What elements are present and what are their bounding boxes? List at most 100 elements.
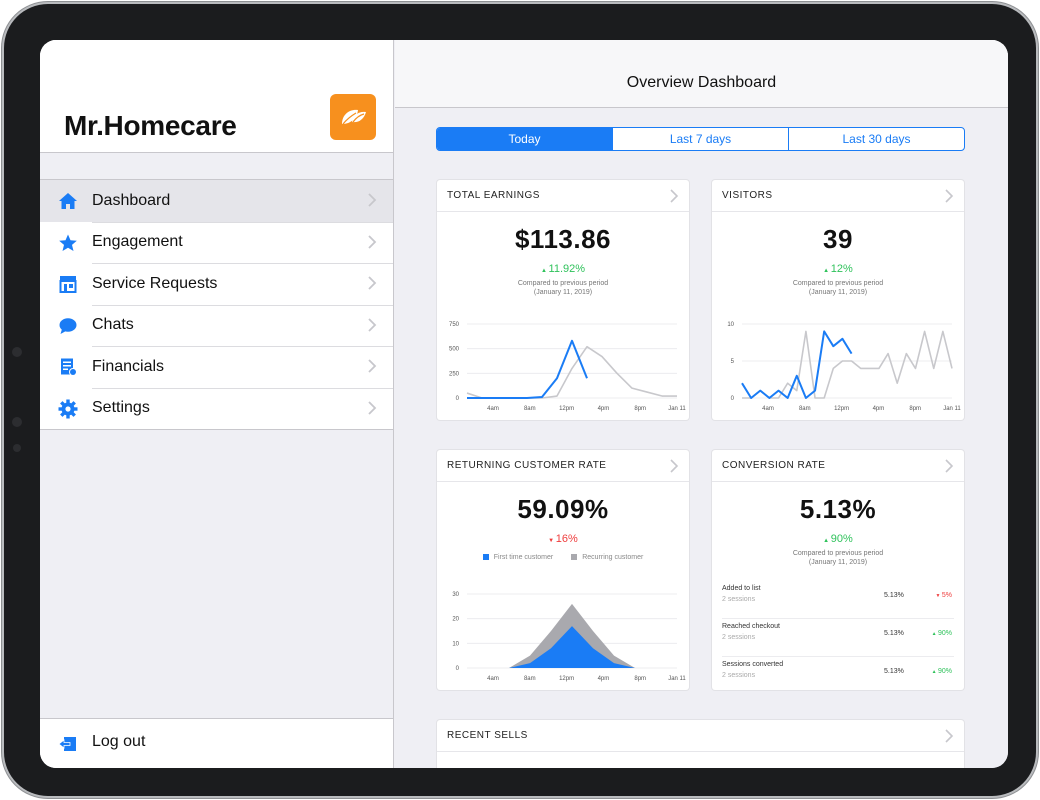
x-tick-label: 12pm <box>834 406 849 412</box>
main-content: Overview Dashboard Today Last 7 days Las… <box>395 40 1008 768</box>
x-tick-label: 4am <box>762 406 774 412</box>
row-sessions: 2 sessions <box>722 596 756 603</box>
card-title: TOTAL EARNINGS <box>447 190 540 201</box>
row-value: 5.13% <box>884 668 904 675</box>
row-delta: ▲ 90% <box>931 668 952 675</box>
sidebar-item-service-requests[interactable]: Service Requests <box>40 263 393 305</box>
chevron-right-icon[interactable] <box>944 189 954 203</box>
legend-first-time: First time customer <box>482 554 554 561</box>
card-title: RETURNING CUSTOMER RATE <box>447 460 607 471</box>
series-line <box>467 339 588 399</box>
x-tick-label: 4pm <box>598 676 610 682</box>
tablet-frame: Mr.Homecare Dashboard <box>4 4 1036 796</box>
leaf-logo-icon <box>330 94 376 140</box>
legend-label: First time customer <box>493 554 554 561</box>
comparison-note: Compared to previous period (January 11, … <box>712 549 964 567</box>
chat-bubble-icon <box>59 317 77 334</box>
chevron-right-icon <box>368 276 377 290</box>
sidebar-item-dashboard[interactable]: Dashboard <box>40 180 393 222</box>
y-tick-label: 5 <box>731 359 735 365</box>
logout-button[interactable]: Log out <box>40 718 393 768</box>
sidebar-item-chats[interactable]: Chats <box>40 304 393 347</box>
x-tick-label: 4pm <box>598 406 610 412</box>
conversion-row: Sessions converted 2 sessions 5.13% ▲ 90… <box>722 657 954 695</box>
page-title: Overview Dashboard <box>626 74 777 91</box>
x-tick-label: 8pm <box>909 406 921 412</box>
x-tick-label: 8am <box>524 676 536 682</box>
row-sessions: 2 sessions <box>722 634 756 641</box>
comparison-note-date: (January 11, 2019) <box>533 289 593 296</box>
x-tick-label: 4pm <box>873 406 885 412</box>
sidebar-item-label: Financials <box>92 357 165 375</box>
sidebar-item-label: Engagement <box>92 233 183 251</box>
sidebar-item-settings[interactable]: Settings <box>40 387 393 430</box>
row-name: Reached checkout <box>722 623 780 630</box>
comparison-note-line: Compared to previous period <box>792 550 884 557</box>
y-tick-label: 500 <box>449 347 460 353</box>
sidebar-item-label: Chats <box>92 316 134 334</box>
x-tick-label: 12pm <box>559 676 574 682</box>
x-tick-label: Jan 11 <box>668 406 686 412</box>
visitors-card[interactable]: VISITORS 39 ▲ 12% Compared to previous p… <box>712 180 964 420</box>
tab-last-30-days[interactable]: Last 30 days <box>788 128 964 150</box>
row-delta: ▲ 90% <box>931 630 952 637</box>
card-header: VISITORS <box>712 180 964 212</box>
y-tick-label: 0 <box>456 396 460 402</box>
series-line <box>742 330 953 399</box>
total-earnings-card[interactable]: TOTAL EARNINGS $113.86 ▲ 11.92% Compared… <box>437 180 689 420</box>
comparison-note-date: (January 11, 2019) <box>808 289 868 296</box>
chevron-right-icon[interactable] <box>944 729 954 743</box>
sidebar-item-label: Dashboard <box>92 191 171 209</box>
storefront-icon <box>59 276 77 293</box>
tab-last-7-days[interactable]: Last 7 days <box>612 128 788 150</box>
y-tick-label: 20 <box>452 617 459 623</box>
sidebar-item-label: Settings <box>92 399 150 417</box>
chevron-right-icon <box>368 400 377 415</box>
logout-label: Log out <box>92 733 146 750</box>
series-line <box>741 330 853 399</box>
row-delta-value: 90% <box>937 630 952 637</box>
conversion-value: 5.13% <box>799 494 877 524</box>
chevron-right-icon[interactable] <box>944 459 954 473</box>
row-delta: ▼ 5% <box>935 592 952 599</box>
returning-customer-card[interactable]: RETURNING CUSTOMER RATE 59.09% ▼ 16% Fir… <box>437 450 689 690</box>
conversion-delta: ▲ 90% <box>823 533 853 545</box>
card-title: RECENT SELLS <box>447 730 528 741</box>
y-tick-label: 250 <box>449 371 460 377</box>
conversion-rate-card[interactable]: CONVERSION RATE 5.13% ▲ 90% Compared to … <box>712 450 964 690</box>
earnings-value: $113.86 <box>514 224 612 254</box>
sidebar: Mr.Homecare Dashboard <box>40 40 394 768</box>
y-tick-label: 10 <box>452 641 459 647</box>
card-header: RETURNING CUSTOMER RATE <box>437 450 689 482</box>
earnings-line-chart: 0 250 500 750 4am 8am 12pm 4pm 8pm Jan 11 <box>449 322 686 412</box>
sidebar-item-engagement[interactable]: Engagement <box>40 221 393 264</box>
row-value: 5.13% <box>884 630 904 637</box>
sidebar-header: Mr.Homecare <box>40 40 393 153</box>
earnings-delta: ▲ 11.92% <box>540 263 586 275</box>
visitors-delta: ▲ 12% <box>823 263 853 275</box>
row-value: 5.13% <box>884 592 904 599</box>
comparison-note-line: Compared to previous period <box>517 280 609 287</box>
chevron-right-icon[interactable] <box>669 459 679 473</box>
legend-recurring: Recurring customer <box>571 554 643 561</box>
x-tick-label: 12pm <box>559 406 574 412</box>
visitors-line-chart: 0 5 10 4am 8am 12pm 4pm 8pm Jan 11 <box>727 322 961 412</box>
sidebar-item-financials[interactable]: Financials <box>40 346 393 388</box>
x-tick-label: Jan 11 <box>668 676 686 682</box>
comparison-note: Compared to previous period (January 11, … <box>437 279 689 297</box>
sidebar-item-label: Service Requests <box>92 274 218 292</box>
y-tick-label: 0 <box>731 396 735 402</box>
series-line <box>466 345 677 399</box>
gear-icon <box>58 399 78 418</box>
legend-swatch <box>571 554 578 560</box>
chevron-right-icon <box>368 317 377 332</box>
chevron-right-icon[interactable] <box>669 189 679 203</box>
recent-sells-card[interactable]: RECENT SELLS <box>437 720 964 768</box>
tab-today[interactable]: Today <box>437 128 612 150</box>
returning-delta-value: 16% <box>555 533 578 545</box>
x-tick-label: Jan 11 <box>943 406 961 412</box>
visitors-value: 39 <box>823 224 853 254</box>
x-tick-label: 8pm <box>634 406 646 412</box>
x-tick-label: 8am <box>524 406 536 412</box>
card-header: RECENT SELLS <box>437 720 964 752</box>
